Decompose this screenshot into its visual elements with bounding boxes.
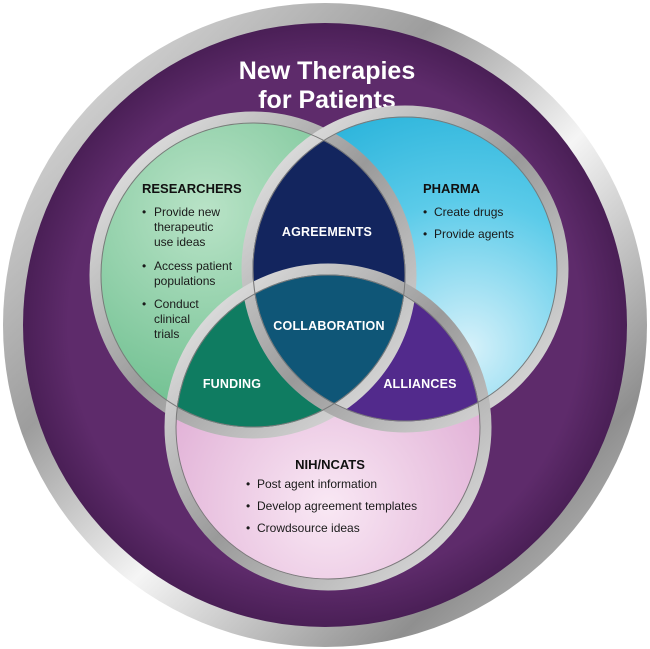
title-line-1: New Therapies — [239, 57, 415, 85]
pharma-bullet-2: • — [423, 227, 427, 241]
nih-bullet-2: • — [246, 499, 250, 513]
pharma-item-1: Create drugs — [434, 205, 503, 219]
researchers-bullet-3: • — [142, 297, 146, 311]
researchers-item-2-line-1: Access patient — [154, 259, 233, 273]
alliances-label: ALLIANCES — [383, 377, 456, 391]
researchers-ring — [89, 111, 417, 439]
researchers-bullet-1: • — [142, 205, 146, 219]
nih-bullet-3: • — [246, 521, 250, 535]
nih-item-3: Crowdsource ideas — [257, 521, 360, 535]
funding-label: FUNDING — [203, 377, 261, 391]
pharma-bullet-1: • — [423, 205, 427, 219]
nih-heading: NIH/NCATS — [295, 457, 365, 472]
researchers-item-2-line-2: populations — [154, 274, 215, 288]
researchers-item-3-line-3: trials — [154, 327, 179, 341]
pharma-item-2: Provide agents — [434, 227, 514, 241]
nih-item-1: Post agent information — [257, 477, 377, 491]
agreements-label: AGREEMENTS — [282, 225, 372, 239]
researchers-heading: RESEARCHERS — [142, 181, 242, 196]
pharma-list: • Create drugs • Provide agents — [423, 205, 514, 241]
researchers-list: • Provide new therapeutic use ideas • Ac… — [142, 205, 233, 341]
pharma-heading: PHARMA — [423, 181, 481, 196]
collaboration-label: COLLABORATION — [273, 319, 384, 333]
nih-ring — [164, 263, 492, 591]
researchers-bullet-2: • — [142, 259, 146, 273]
researchers-item-3-line-2: clinical — [154, 312, 190, 326]
researchers-item-1-line-1: Provide new — [154, 205, 220, 219]
pharma-ring — [241, 105, 569, 433]
nih-list: • Post agent information • Develop agree… — [246, 477, 417, 535]
researchers-item-3-line-1: Conduct — [154, 297, 199, 311]
researchers-item-1-line-3: use ideas — [154, 235, 205, 249]
nih-item-2: Develop agreement templates — [257, 499, 417, 513]
nih-bullet-1: • — [246, 477, 250, 491]
researchers-item-1-line-2: therapeutic — [154, 220, 213, 234]
